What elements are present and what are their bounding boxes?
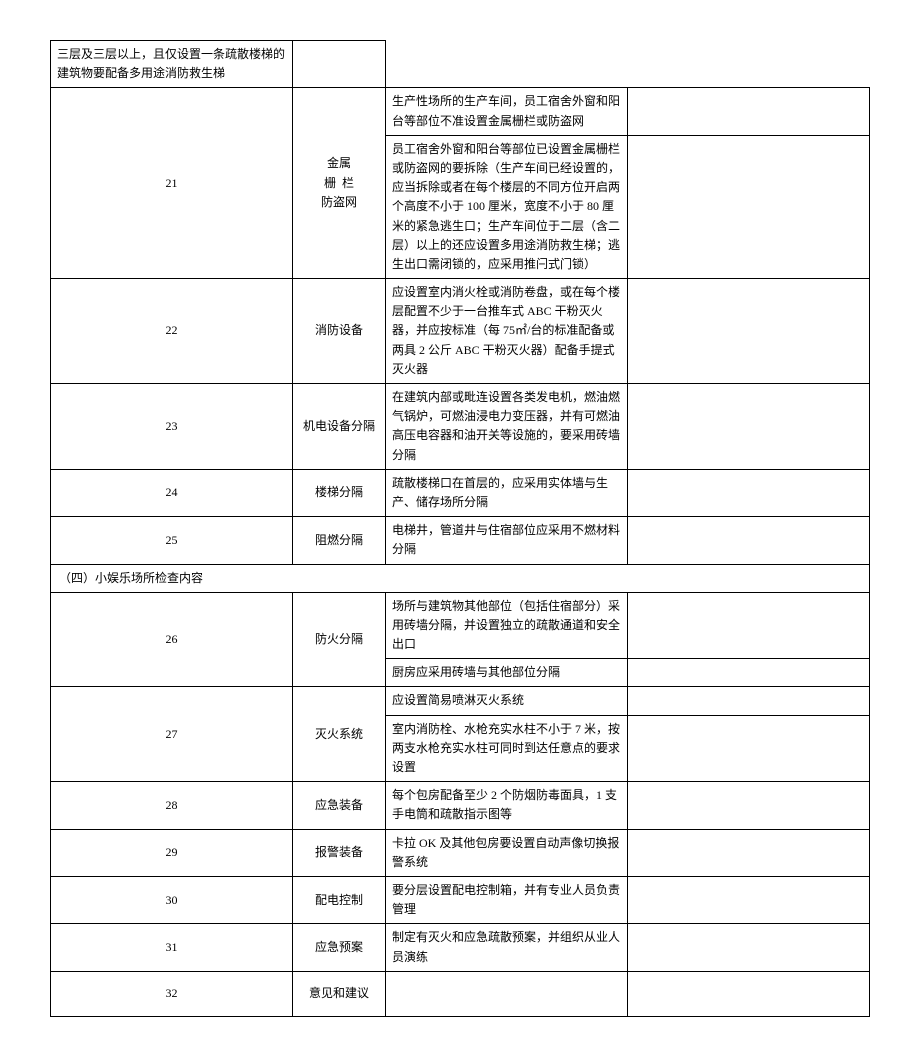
table-row: 31应急预案制定有灭火和应急疏散预案，并组织从业人员演练 (51, 924, 870, 971)
check-cell (628, 469, 870, 516)
check-cell (628, 924, 870, 971)
check-cell (628, 88, 870, 135)
desc-cell: 应设置室内消火栓或消防卷盘，或在每个楼层配置不少于一台推车式 ABC 干粉灭火器… (386, 279, 628, 384)
table-row: （四）小娱乐场所检查内容 (51, 564, 870, 592)
table-row: 29报警装备卡拉 OK 及其他包房要设置自动声像切换报警系统 (51, 829, 870, 876)
desc-cell: 室内消防栓、水枪充实水柱不小于 7 米，按两支水枪充实水柱可同时到达任意点的要求… (386, 715, 628, 782)
num-cell: 28 (51, 782, 293, 829)
desc-cell: 每个包房配备至少 2 个防烟防毒面具，1 支手电筒和疏散指示图等 (386, 782, 628, 829)
check-cell (628, 384, 870, 470)
desc-cell: 在建筑内部或毗连设置各类发电机，燃油燃气锅炉，可燃油浸电力变压器，并有可燃油高压… (386, 384, 628, 470)
check-cell (628, 279, 870, 384)
num-cell: 32 (51, 971, 293, 1016)
num-cell: 31 (51, 924, 293, 971)
check-cell (628, 876, 870, 923)
table-row: 三层及三层以上，且仅设置一条疏散楼梯的建筑物要配备多用途消防救生梯 (51, 41, 870, 88)
num-cell: 25 (51, 517, 293, 564)
table-row: 28应急装备每个包房配备至少 2 个防烟防毒面具，1 支手电筒和疏散指示图等 (51, 782, 870, 829)
desc-cell: 场所与建筑物其他部位（包括住宿部分）采用砖墙分隔，并设置独立的疏散通道和安全出口 (386, 592, 628, 659)
desc-cell: 疏散楼梯口在首层的，应采用实体墙与生产、储存场所分隔 (386, 469, 628, 516)
table-row: 30配电控制要分层设置配电控制箱，并有专业人员负责管理 (51, 876, 870, 923)
table-row: 26防火分隔场所与建筑物其他部位（包括住宿部分）采用砖墙分隔，并设置独立的疏散通… (51, 592, 870, 659)
category-cell: 灭火系统 (293, 687, 386, 782)
desc-cell: 卡拉 OK 及其他包房要设置自动声像切换报警系统 (386, 829, 628, 876)
check-cell (628, 659, 870, 687)
category-cell: 消防设备 (293, 279, 386, 384)
check-cell (628, 592, 870, 659)
table-row: 27灭火系统应设置简易喷淋灭火系统 (51, 687, 870, 715)
table-row: 23机电设备分隔在建筑内部或毗连设置各类发电机，燃油燃气锅炉，可燃油浸电力变压器… (51, 384, 870, 470)
num-cell: 24 (51, 469, 293, 516)
desc-cell: 电梯井，管道井与住宿部位应采用不燃材料分隔 (386, 517, 628, 564)
num-cell: 27 (51, 687, 293, 782)
desc-cell: 要分层设置配电控制箱，并有专业人员负责管理 (386, 876, 628, 923)
check-cell (628, 829, 870, 876)
category-cell: 报警装备 (293, 829, 386, 876)
check-cell (628, 715, 870, 782)
category-cell: 应急预案 (293, 924, 386, 971)
table-row: 32意见和建议 (51, 971, 870, 1016)
desc-cell: 员工宿舍外窗和阳台等部位已设置金属栅栏或防盗网的要拆除（生产车间已经设置的，应当… (386, 135, 628, 278)
num-cell: 30 (51, 876, 293, 923)
table-row: 25阻燃分隔电梯井，管道井与住宿部位应采用不燃材料分隔 (51, 517, 870, 564)
category-cell: 配电控制 (293, 876, 386, 923)
num-cell: 21 (51, 88, 293, 279)
category-cell: 防火分隔 (293, 592, 386, 687)
check-cell (293, 41, 386, 88)
desc-cell: 生产性场所的生产车间，员工宿舍外窗和阳台等部位不准设置金属栅栏或防盗网 (386, 88, 628, 135)
num-cell: 26 (51, 592, 293, 687)
check-cell (628, 782, 870, 829)
category-cell: 楼梯分隔 (293, 469, 386, 516)
desc-cell: 厨房应采用砖墙与其他部位分隔 (386, 659, 628, 687)
check-cell (628, 971, 870, 1016)
inspection-table: 三层及三层以上，且仅设置一条疏散楼梯的建筑物要配备多用途消防救生梯21金属栅 栏… (50, 40, 870, 1017)
desc-cell (386, 971, 628, 1016)
category-cell: 意见和建议 (293, 971, 386, 1016)
num-cell: 22 (51, 279, 293, 384)
table-row: 22消防设备应设置室内消火栓或消防卷盘，或在每个楼层配置不少于一台推车式 ABC… (51, 279, 870, 384)
category-cell: 应急装备 (293, 782, 386, 829)
num-cell: 23 (51, 384, 293, 470)
check-cell (628, 135, 870, 278)
check-cell (628, 687, 870, 715)
category-cell: 阻燃分隔 (293, 517, 386, 564)
category-cell: 金属栅 栏防盗网 (293, 88, 386, 279)
table-row: 24楼梯分隔疏散楼梯口在首层的，应采用实体墙与生产、储存场所分隔 (51, 469, 870, 516)
desc-cell: 三层及三层以上，且仅设置一条疏散楼梯的建筑物要配备多用途消防救生梯 (51, 41, 293, 88)
section-header: （四）小娱乐场所检查内容 (51, 564, 870, 592)
category-cell: 机电设备分隔 (293, 384, 386, 470)
desc-cell: 应设置简易喷淋灭火系统 (386, 687, 628, 715)
table-row: 21金属栅 栏防盗网生产性场所的生产车间，员工宿舍外窗和阳台等部位不准设置金属栅… (51, 88, 870, 135)
num-cell: 29 (51, 829, 293, 876)
check-cell (628, 517, 870, 564)
desc-cell: 制定有灭火和应急疏散预案，并组织从业人员演练 (386, 924, 628, 971)
